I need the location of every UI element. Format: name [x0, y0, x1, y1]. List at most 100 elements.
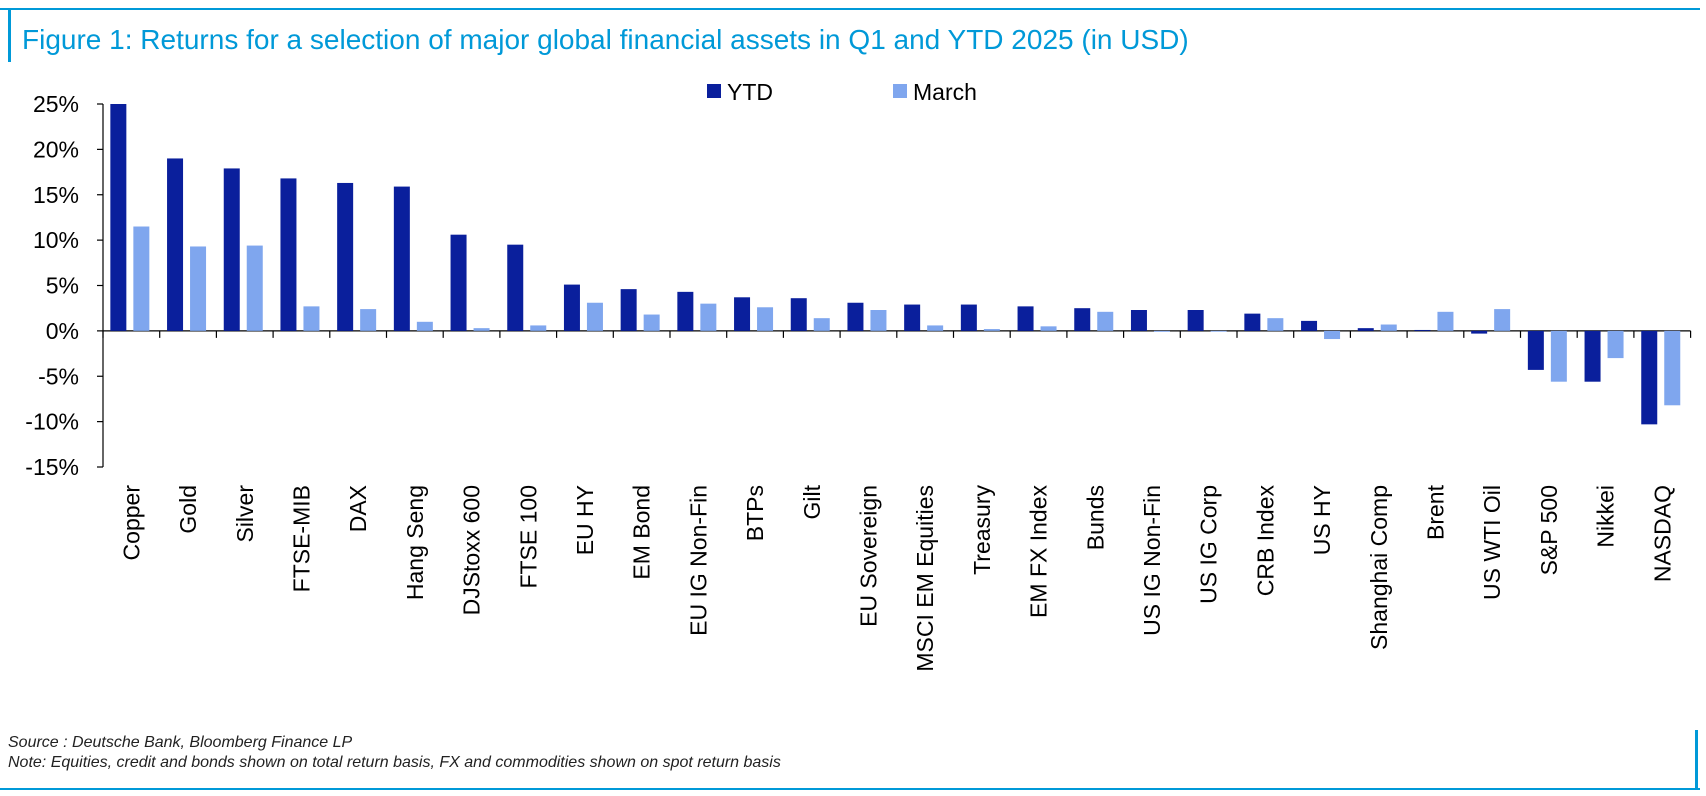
march-bar-19: [1210, 330, 1227, 332]
category-label: Gilt: [799, 484, 825, 519]
ytd-bar-0: [110, 104, 127, 331]
march-bar-8: [586, 302, 603, 331]
ytd-bar-8: [563, 284, 580, 331]
y-tick-label: 25%: [33, 91, 79, 117]
march-bar-21: [1324, 330, 1341, 340]
ytd-bar-1: [167, 158, 184, 331]
top-rule: [0, 8, 1700, 10]
category-label: EM FX Index: [1026, 485, 1052, 618]
ytd-bar-24: [1471, 330, 1488, 334]
legend-swatch-march: [893, 84, 907, 98]
source-note: Source : Deutsche Bank, Bloomberg Financ…: [8, 734, 353, 751]
march-bar-27: [1664, 330, 1681, 406]
march-bar-23: [1437, 311, 1454, 331]
march-bar-13: [870, 310, 887, 331]
march-bar-16: [1040, 326, 1057, 331]
ytd-bar-18: [1130, 310, 1147, 331]
ytd-bar-2: [223, 168, 240, 331]
ytd-bar-7: [507, 244, 524, 331]
march-bar-14: [927, 325, 944, 331]
ytd-bar-5: [393, 186, 410, 331]
ytd-bar-22: [1357, 328, 1374, 331]
march-bar-22: [1380, 324, 1397, 331]
march-bar-18: [1153, 330, 1170, 332]
category-label: FTSE 100: [515, 485, 541, 589]
y-tick-label: 20%: [33, 136, 79, 162]
category-label: US HY: [1309, 485, 1335, 555]
footer-accent-bar: [1695, 730, 1698, 788]
march-bar-6: [473, 328, 490, 331]
march-bar-7: [530, 325, 547, 331]
march-bar-11: [757, 307, 774, 331]
ytd-bar-9: [620, 289, 637, 331]
march-bar-9: [643, 314, 660, 331]
legend-label-ytd: YTD: [727, 79, 773, 105]
march-bar-2: [246, 245, 263, 331]
ytd-bar-13: [847, 302, 864, 331]
y-tick-label: 15%: [33, 182, 79, 208]
category-label: EU Sovereign: [855, 485, 881, 627]
march-bar-24: [1494, 309, 1511, 331]
category-label: US WTI Oil: [1479, 485, 1505, 600]
y-tick-label: -10%: [25, 409, 79, 435]
category-label: Gold: [175, 485, 201, 534]
ytd-bar-26: [1584, 330, 1601, 382]
category-label: Nikkei: [1593, 485, 1619, 548]
category-label: EM Bond: [629, 485, 655, 580]
category-label: US IG Non-Fin: [1139, 485, 1165, 636]
methodology-note: Note: Equities, credit and bonds shown o…: [8, 754, 781, 771]
category-label: Shanghai Comp: [1366, 485, 1392, 650]
ytd-bar-27: [1641, 330, 1658, 425]
ytd-bar-11: [734, 297, 751, 331]
march-bar-25: [1550, 330, 1567, 382]
category-label: EU HY: [572, 485, 598, 555]
ytd-bar-21: [1301, 320, 1318, 331]
category-label: BTPs: [742, 485, 768, 541]
category-label: Bunds: [1082, 485, 1108, 550]
ytd-bar-12: [790, 298, 807, 331]
march-bar-26: [1607, 330, 1624, 359]
bottom-rule: [0, 788, 1700, 790]
ytd-bar-25: [1527, 330, 1544, 370]
category-label: Brent: [1422, 484, 1448, 540]
category-label: MSCI EM Equities: [912, 485, 938, 672]
y-tick-label: 10%: [33, 227, 79, 253]
category-label: S&P 500: [1536, 485, 1562, 575]
ytd-bar-6: [450, 234, 467, 331]
march-bar-10: [700, 303, 717, 331]
ytd-bar-20: [1244, 313, 1261, 331]
legend-label-march: March: [913, 79, 977, 105]
category-label: EU IG Non-Fin: [685, 485, 711, 636]
y-tick-label: -15%: [25, 454, 79, 480]
march-bar-15: [983, 329, 1000, 331]
title-accent-bar: [8, 10, 11, 62]
ytd-bar-10: [677, 291, 694, 331]
y-tick-label: -5%: [38, 363, 79, 389]
legend-swatch-ytd: [707, 84, 721, 98]
category-label: DAX: [345, 485, 371, 532]
y-tick-label: 5%: [46, 273, 79, 299]
figure-title: Figure 1: Returns for a selection of maj…: [22, 24, 1189, 55]
ytd-bar-3: [280, 178, 297, 331]
march-bar-17: [1097, 311, 1114, 331]
bar-chart: 25% 20% 15% 10% 5% 0% -5% -10% -15% Copper Gold Sil…: [25, 79, 1692, 672]
category-label: FTSE-MIB: [288, 485, 314, 592]
march-bar-4: [360, 309, 377, 331]
march-bar-5: [416, 321, 433, 331]
category-label: Copper: [118, 485, 144, 561]
march-bar-0: [133, 226, 150, 331]
march-bar-3: [303, 306, 320, 331]
category-label: NASDAQ: [1649, 485, 1675, 582]
category-label: Treasury: [969, 485, 995, 575]
category-label: Silver: [232, 485, 258, 543]
ytd-bar-23: [1414, 329, 1431, 331]
ytd-bar-14: [904, 304, 921, 331]
y-tick-label: 0%: [46, 318, 79, 344]
ytd-bar-4: [337, 182, 354, 331]
ytd-bar-19: [1187, 310, 1204, 331]
march-bar-1: [190, 246, 207, 331]
ytd-bar-16: [1017, 306, 1034, 331]
category-label: DJStoxx 600: [459, 485, 485, 615]
ytd-bar-17: [1074, 308, 1091, 331]
category-label: US IG Corp: [1196, 485, 1222, 604]
